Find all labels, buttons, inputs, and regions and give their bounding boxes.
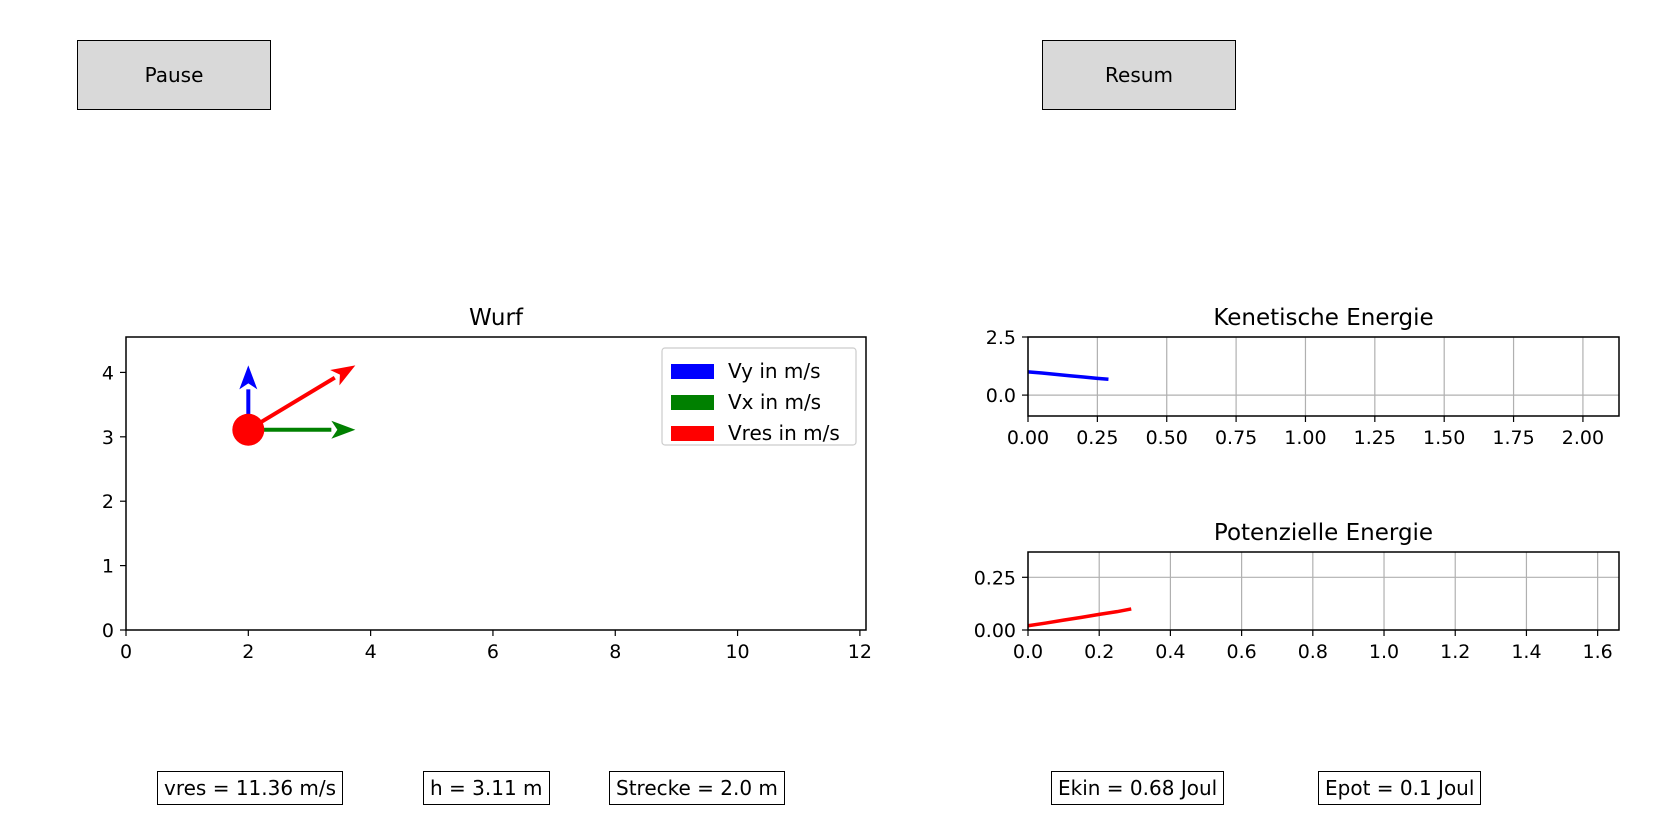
y-tick-label: 0.25 bbox=[974, 567, 1016, 589]
chart-title: Kenetische Energie bbox=[1213, 305, 1433, 331]
x-tick-label: 6 bbox=[487, 641, 499, 663]
x-tick-label: 10 bbox=[725, 641, 749, 663]
projectile-point bbox=[232, 413, 265, 446]
chart-title: Wurf bbox=[469, 305, 524, 331]
vector-vres-head bbox=[330, 365, 356, 386]
y-tick-label: 2.5 bbox=[986, 327, 1016, 349]
legend-label: Vy in m/s bbox=[728, 359, 821, 383]
x-tick-label: 0 bbox=[120, 641, 132, 663]
vector-vy-head bbox=[239, 365, 258, 390]
series-line bbox=[1027, 607, 1132, 628]
distance-readout: Strecke = 2.0 m bbox=[609, 771, 785, 805]
x-tick-label: 1.75 bbox=[1492, 427, 1534, 449]
x-tick-label: 0.0 bbox=[1013, 641, 1043, 663]
legend-swatch bbox=[671, 364, 714, 379]
y-tick-label: 1 bbox=[102, 556, 114, 578]
kinetic-energy-chart: 0.00 0.25 0.50 0.75 1.00 1.25 1.50 1.75 2.00 0.0 2… bbox=[986, 305, 1620, 449]
x-tick-label: 0.50 bbox=[1146, 427, 1188, 449]
x-tick-label: 0.75 bbox=[1215, 427, 1257, 449]
epot-readout: Epot = 0.1 Joul bbox=[1318, 771, 1482, 805]
vector-vres-shaft bbox=[247, 375, 336, 432]
plot-frame bbox=[1027, 336, 1620, 417]
y-tick-label: 2 bbox=[102, 491, 114, 513]
x-tick-label: 1.2 bbox=[1440, 641, 1470, 663]
legend-label: Vres in m/s bbox=[728, 421, 840, 445]
plot-frame bbox=[1027, 551, 1620, 631]
legend-swatch bbox=[671, 395, 714, 410]
legend-swatch bbox=[671, 426, 714, 441]
x-tick-label: 0.8 bbox=[1298, 641, 1328, 663]
x-tick-label: 0.6 bbox=[1227, 641, 1257, 663]
resume-button[interactable]: Resum bbox=[1042, 40, 1236, 110]
x-tick-label: 4 bbox=[365, 641, 377, 663]
vector-vx-head bbox=[331, 420, 356, 439]
x-tick-label: 8 bbox=[609, 641, 621, 663]
y-tick-label: 0 bbox=[102, 620, 114, 642]
x-tick-label: 12 bbox=[848, 641, 872, 663]
x-tick-label: 2 bbox=[242, 641, 254, 663]
x-tick-label: 1.6 bbox=[1583, 641, 1613, 663]
x-tick-label: 1.00 bbox=[1284, 427, 1326, 449]
y-tick-label: 4 bbox=[102, 362, 114, 384]
x-tick-label: 1.4 bbox=[1511, 641, 1541, 663]
y-tick-label: 0.00 bbox=[974, 620, 1016, 642]
x-tick-label: 0.4 bbox=[1155, 641, 1185, 663]
y-tick-label: 3 bbox=[102, 427, 114, 449]
x-tick-label: 1.50 bbox=[1423, 427, 1465, 449]
pause-button[interactable]: Pause bbox=[77, 40, 271, 110]
x-tick-label: 0.2 bbox=[1084, 641, 1114, 663]
x-tick-label: 1.25 bbox=[1354, 427, 1396, 449]
y-tick-label: 0.0 bbox=[986, 385, 1016, 407]
chart-title: Potenzielle Energie bbox=[1214, 520, 1433, 546]
vres-readout: vres = 11.36 m/s bbox=[157, 771, 344, 805]
legend-label: Vx in m/s bbox=[728, 390, 821, 414]
ekin-readout: Ekin = 0.68 Joul bbox=[1051, 771, 1225, 805]
x-tick-label: 0.25 bbox=[1076, 427, 1118, 449]
series-line bbox=[1027, 370, 1109, 382]
x-tick-label: 2.00 bbox=[1562, 427, 1604, 449]
x-tick-label: 1.0 bbox=[1369, 641, 1399, 663]
height-readout: h = 3.11 m bbox=[423, 771, 550, 805]
potential-energy-chart: 0.0 0.2 0.4 0.6 0.8 1.0 1.2 1.4 1.6 0.00 0.25 Poten… bbox=[974, 520, 1620, 663]
x-tick-label: 0.00 bbox=[1007, 427, 1049, 449]
plot-frame bbox=[125, 336, 867, 631]
